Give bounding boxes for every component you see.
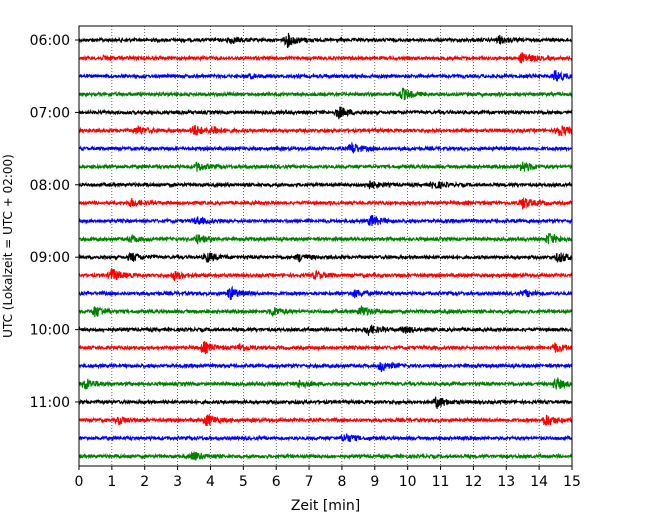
trace-0700 [78,106,573,120]
trace-1100 [78,396,573,410]
y-axis-label: UTC (Lokalzeit = UTC + 02:00) [1,154,15,338]
y-axis-ticks: 06:00 07:00 08:00 09:00 10:00 11:00 [30,33,79,411]
trace-0915 [78,268,573,281]
x-axis-ticks: 0 1 2 3 4 5 6 7 8 9 10 11 12 13 14 15 [75,466,581,490]
trace-1030 [78,361,573,373]
x-tick-label: 9 [370,474,379,490]
x-tick-label: 12 [464,474,482,490]
trace-0830 [78,215,573,227]
trace-0715 [78,124,573,137]
grid-lines [111,26,540,466]
y-tick-label: 09:00 [30,250,70,266]
trace-0815 [78,196,573,210]
y-tick-label: 07:00 [30,105,70,121]
trace-1130 [78,433,573,442]
x-tick-label: 1 [107,474,116,490]
y-tick-label: 08:00 [30,178,70,194]
trace-1000 [78,324,573,336]
x-tick-label: 2 [140,474,149,490]
x-tick-label: 6 [272,474,281,490]
y-tick-label: 10:00 [30,323,70,339]
x-tick-label: 0 [75,474,84,490]
trace-1015 [78,341,573,355]
x-tick-label: 13 [497,474,515,490]
trace-1115 [78,414,573,427]
trace-0745 [78,161,573,172]
trace-0900 [78,251,573,263]
trace-0800 [78,180,573,190]
trace-1045 [78,376,573,390]
x-tick-label: 8 [337,474,346,490]
x-tick-label: 5 [239,474,248,490]
x-axis-label: Zeit [min] [291,498,360,514]
x-tick-label: 14 [530,474,548,490]
x-tick-label: 10 [399,474,417,490]
trace-0615 [78,52,573,64]
trace-1145 [78,451,573,462]
x-tick-label: 11 [432,474,450,490]
trace-0930 [78,285,573,301]
x-tick-label: 7 [305,474,314,490]
x-tick-label: 15 [563,474,581,490]
trace-0630 [78,70,573,82]
trace-0945 [78,305,573,318]
trace-0845 [78,232,573,245]
x-tick-label: 4 [206,474,215,490]
trace-0645 [78,87,573,101]
y-tick-label: 06:00 [30,33,70,49]
trace-0730 [78,142,573,154]
trace-0600 [78,32,572,49]
y-tick-label: 11:00 [30,395,70,411]
x-tick-label: 3 [173,474,182,490]
axes-frame [78,25,573,467]
seismic-traces [78,32,573,462]
